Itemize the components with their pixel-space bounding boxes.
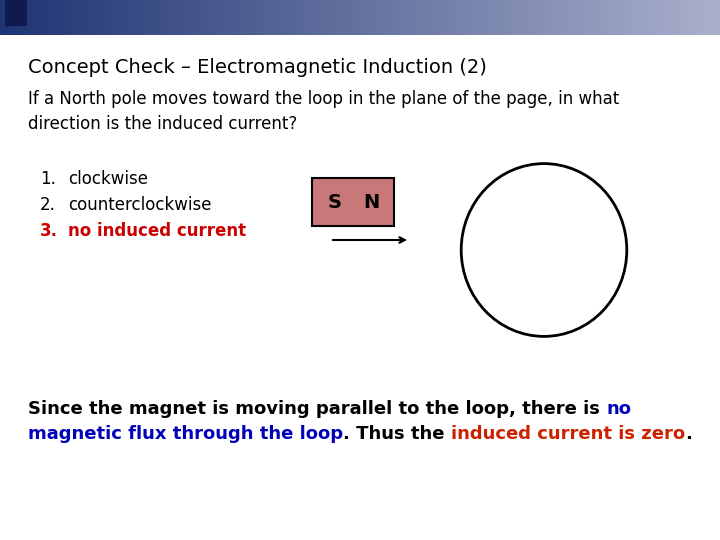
Text: N: N xyxy=(363,192,379,212)
Text: 1.: 1. xyxy=(40,170,56,188)
Ellipse shape xyxy=(462,164,627,336)
Text: 3.: 3. xyxy=(40,222,58,240)
Text: magnetic flux through the loop: magnetic flux through the loop xyxy=(28,425,343,443)
Text: no induced current: no induced current xyxy=(68,222,246,240)
Text: S: S xyxy=(328,192,342,212)
Text: Since the magnet is moving parallel to the loop, there is: Since the magnet is moving parallel to t… xyxy=(28,400,606,418)
Bar xyxy=(312,178,394,226)
Text: .: . xyxy=(685,425,692,443)
Text: If a North pole moves toward the loop in the plane of the page, in what
directio: If a North pole moves toward the loop in… xyxy=(28,90,619,133)
Bar xyxy=(5,0,27,26)
Text: . Thus the: . Thus the xyxy=(343,425,451,443)
Text: induced current is zero: induced current is zero xyxy=(451,425,685,443)
Text: 2.: 2. xyxy=(40,196,56,214)
Text: Concept Check – Electromagnetic Induction (2): Concept Check – Electromagnetic Inductio… xyxy=(28,58,487,77)
Text: counterclockwise: counterclockwise xyxy=(68,196,212,214)
Text: clockwise: clockwise xyxy=(68,170,148,188)
Text: no: no xyxy=(606,400,631,418)
